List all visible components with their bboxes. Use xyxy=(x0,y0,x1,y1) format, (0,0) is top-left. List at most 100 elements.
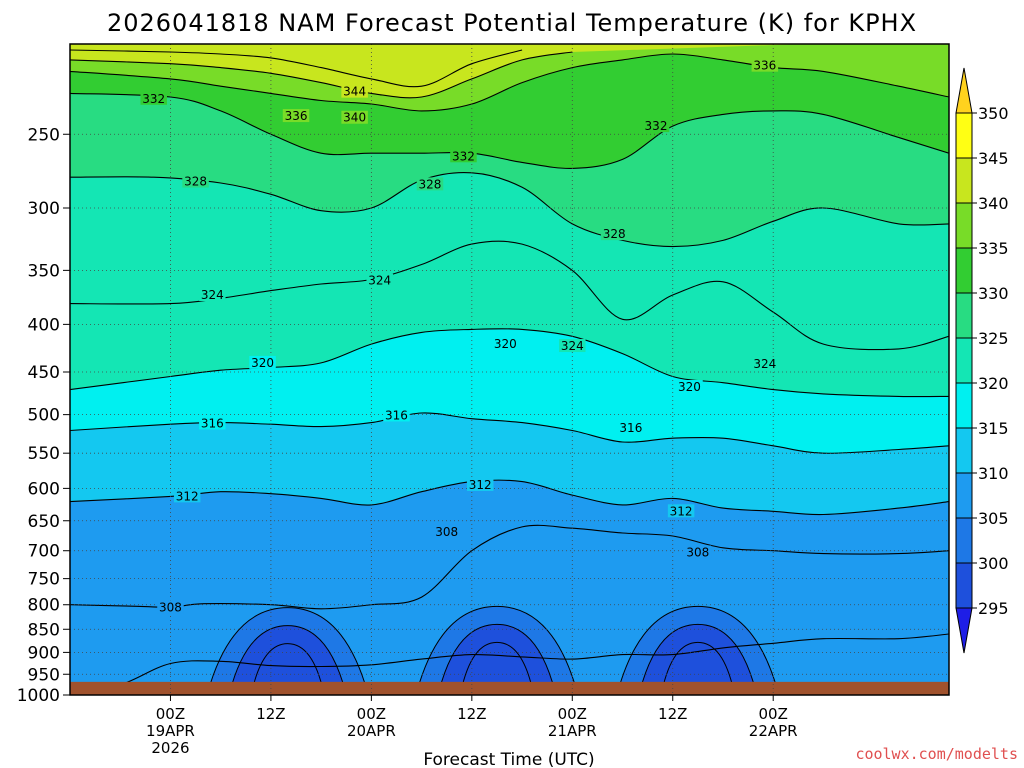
x-tick-label-66-1: 12Z xyxy=(658,705,687,723)
x-tick-label-30-2: 20APR xyxy=(347,722,396,740)
x-tick-label-18-1: 12Z xyxy=(256,705,285,723)
contour-label-bg xyxy=(366,273,393,287)
contour-label-24: 308 xyxy=(684,545,712,559)
contour-label-text: 324 xyxy=(368,274,391,288)
colorbar-label-325: 325 xyxy=(978,329,1009,348)
contour-label-3: 336 xyxy=(282,109,310,123)
y-tick-label-700: 700 xyxy=(28,542,60,562)
contour-label-13: 324 xyxy=(559,339,586,353)
contour-label-text: 308 xyxy=(159,600,182,614)
contour-label-0: 332 xyxy=(140,91,167,106)
contour-label-text: 312 xyxy=(469,478,492,492)
contour-label-bg xyxy=(341,110,368,124)
contour-label-12: 320 xyxy=(492,337,519,351)
y-tick-label-400: 400 xyxy=(28,315,60,335)
contour-label-text: 328 xyxy=(419,177,442,191)
plot-area: 332 336 344 336 340 332 332 328 328 328 324 324 320 3… xyxy=(70,44,949,695)
colorbar-segment-2 xyxy=(955,517,973,564)
contour-label-17: 316 xyxy=(383,408,410,422)
contour-label-text: 316 xyxy=(385,408,408,422)
y-tick-label-900: 900 xyxy=(28,643,60,663)
x-tick-label-54-1: 00Z xyxy=(558,705,587,723)
colorbar-label-315: 315 xyxy=(978,419,1009,438)
y-tick-label-550: 550 xyxy=(28,444,60,464)
colorbar-segment-4 xyxy=(955,427,973,474)
contour-332 xyxy=(70,92,949,169)
contour-label-text: 320 xyxy=(494,337,517,351)
contour-label-bg xyxy=(642,119,670,133)
contour-308 xyxy=(70,633,949,694)
contour-label-text: 332 xyxy=(645,119,668,133)
contour-label-19: 316 xyxy=(617,421,645,435)
cold-pool-2-296 xyxy=(661,641,735,692)
contour-label-text: 320 xyxy=(678,380,701,394)
y-tick-label-350: 350 xyxy=(28,261,60,281)
contour-label-text: 332 xyxy=(142,92,165,106)
colorbar-segment-11 xyxy=(955,112,973,159)
contour-label-bg xyxy=(751,58,779,72)
contour-336 xyxy=(70,53,949,112)
gridlines xyxy=(70,44,949,695)
contour-label-text: 308 xyxy=(686,545,709,559)
contour-label-bg xyxy=(140,91,167,105)
contour-label-bg xyxy=(684,545,712,559)
contour-label-bg xyxy=(282,109,310,123)
contour-label-bg xyxy=(559,339,586,353)
contour-328 xyxy=(70,171,949,248)
contour-label-25: 308 xyxy=(157,600,184,614)
x-tick-label-6-3: 2026 xyxy=(151,739,189,757)
contour-label-bg xyxy=(466,477,494,491)
y-tick-label-600: 600 xyxy=(28,479,60,499)
contour-label-bg xyxy=(492,337,519,351)
contour-label-22: 312 xyxy=(667,504,695,518)
y-axis-ticks: 250 300 350 400 450 500 550 600 650 700 750 800 850 9… xyxy=(17,125,70,706)
colorbar-segment-3 xyxy=(955,472,973,519)
x-tick-label-6-2: 19APR xyxy=(146,722,195,740)
y-tick-label-500: 500 xyxy=(28,406,60,426)
contour-label-text: 316 xyxy=(201,416,224,430)
contour-label-bg xyxy=(676,380,703,394)
filled-contour-bands xyxy=(70,44,949,695)
contour-label-1: 336 xyxy=(751,58,779,73)
contour-label-21: 312 xyxy=(173,489,201,503)
colorbar-label-345: 345 xyxy=(978,149,1009,168)
colorbar-label-335: 335 xyxy=(978,239,1009,258)
colorbar-label-330: 330 xyxy=(978,284,1009,303)
contour-label-bg xyxy=(199,416,226,430)
contour-label-14: 320 xyxy=(249,355,276,370)
colorbar-segment-8 xyxy=(955,247,973,294)
y-tick-label-1000: 1000 xyxy=(17,686,60,706)
y-tick-label-950: 950 xyxy=(28,665,60,685)
contour-label-text: 328 xyxy=(603,227,626,241)
chart-title: 2026041818 NAM Forecast Potential Temper… xyxy=(107,9,917,37)
contour-label-bg xyxy=(341,84,368,98)
contour-label-text: 340 xyxy=(343,111,366,125)
colorbar-label-305: 305 xyxy=(978,509,1009,528)
contour-label-bg xyxy=(450,149,477,163)
contour-label-bg xyxy=(751,356,779,370)
contour-label-text: 316 xyxy=(619,421,642,435)
colorbar-segment-0 xyxy=(955,607,973,654)
contour-label-20: 312 xyxy=(466,477,494,492)
contour-label-bg xyxy=(416,177,444,191)
contour-324 xyxy=(70,240,949,351)
contour-label-15: 324 xyxy=(751,356,779,371)
contour-label-bg xyxy=(383,408,410,422)
x-tick-label-6-1: 00Z xyxy=(156,705,185,723)
y-tick-label-300: 300 xyxy=(28,199,60,219)
contour-label-9: 328 xyxy=(600,227,628,241)
x-tick-label-78-2: 22APR xyxy=(749,722,798,740)
contour-label-bg xyxy=(617,421,645,435)
contour-label-text: 312 xyxy=(176,489,199,503)
contour-label-7: 328 xyxy=(182,174,209,189)
colorbar-label-300: 300 xyxy=(978,554,1009,573)
colorbar: 295 300 305 310 315 320 325 330 335 340 345 350 xyxy=(955,67,1009,654)
contour-label-6: 332 xyxy=(450,149,477,163)
colorbar-segment-6 xyxy=(955,337,973,384)
colorbar-label-350: 350 xyxy=(978,104,1009,123)
contour-label-8: 328 xyxy=(416,177,444,191)
contour-316 xyxy=(70,412,949,454)
y-tick-label-750: 750 xyxy=(28,570,60,590)
